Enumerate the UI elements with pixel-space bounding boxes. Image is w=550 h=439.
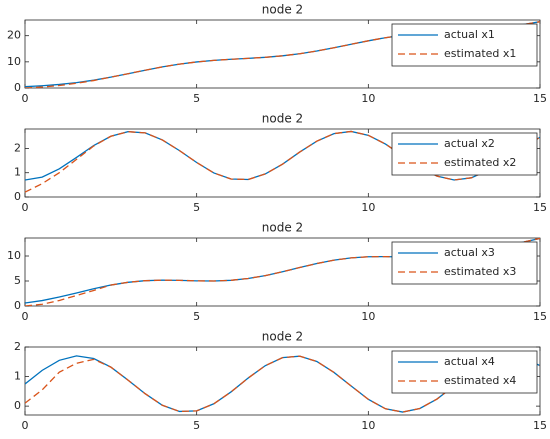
legend-box [391, 350, 538, 394]
legend-label: actual x1 [444, 28, 495, 41]
x-tick-label: 15 [533, 201, 547, 214]
x-tick-label: 10 [361, 419, 375, 432]
y-tick-label: 20 [7, 29, 21, 42]
y-tick-label: 1 [14, 166, 21, 179]
legend-label: actual x4 [444, 355, 495, 368]
x-tick-label: 10 [361, 310, 375, 323]
x-tick-label: 0 [22, 419, 29, 432]
y-tick-label: 0 [14, 399, 21, 412]
y-tick-label: 0 [14, 81, 21, 94]
x-tick-label: 0 [22, 92, 29, 105]
legend-box [391, 132, 538, 176]
x-tick-label: 5 [193, 310, 200, 323]
x-tick-label: 15 [533, 419, 547, 432]
y-tick-label: 2 [14, 340, 21, 353]
legend-label: estimated x4 [444, 374, 516, 387]
series-line [25, 130, 540, 193]
chart-title: node 2 [262, 112, 303, 126]
chart-title: node 2 [262, 3, 303, 17]
legend-label: estimated x2 [444, 156, 516, 169]
x-tick-label: 5 [193, 419, 200, 432]
x-tick-label: 10 [361, 92, 375, 105]
y-tick-label: 0 [14, 190, 21, 203]
legend-label: actual x3 [444, 246, 495, 259]
chart-title: node 2 [262, 330, 303, 344]
y-tick-label: 10 [7, 55, 21, 68]
y-tick-label: 0 [14, 299, 21, 312]
y-tick-label: 10 [7, 249, 21, 262]
x-tick-label: 5 [193, 92, 200, 105]
x-tick-label: 15 [533, 310, 547, 323]
legend-box [391, 241, 538, 285]
x-tick-label: 0 [22, 201, 29, 214]
y-tick-label: 5 [14, 274, 21, 287]
legend-label: estimated x3 [444, 265, 516, 278]
legend-box [391, 23, 538, 67]
chart-title: node 2 [262, 221, 303, 235]
legend-label: estimated x1 [444, 47, 516, 60]
x-tick-label: 15 [533, 92, 547, 105]
legend-label: actual x2 [444, 137, 495, 150]
x-tick-label: 0 [22, 310, 29, 323]
y-tick-label: 1 [14, 370, 21, 383]
y-tick-label: 2 [14, 141, 21, 154]
x-tick-label: 5 [193, 201, 200, 214]
x-tick-label: 10 [361, 201, 375, 214]
